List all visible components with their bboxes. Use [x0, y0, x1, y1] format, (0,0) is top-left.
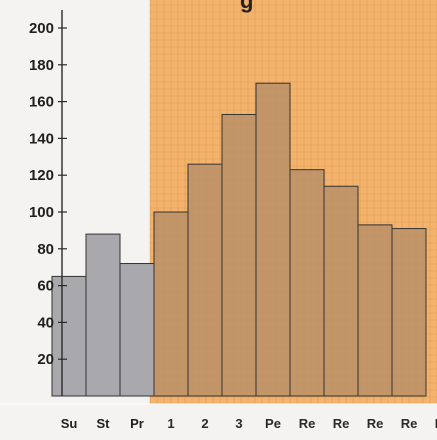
- bar: [153, 211, 189, 397]
- x-tick-label: St: [97, 416, 111, 431]
- bar: [51, 275, 87, 397]
- y-tick-label: 20: [37, 351, 54, 368]
- bar: [289, 169, 325, 397]
- chart-title: g: [240, 0, 253, 13]
- y-tick-label: 160: [29, 94, 54, 111]
- bar: [85, 233, 121, 397]
- x-tick-label: Su: [61, 416, 78, 431]
- bar: [187, 163, 223, 397]
- x-tick-label: 2: [201, 416, 208, 431]
- y-tick-label: 200: [29, 20, 54, 37]
- y-tick-label: 80: [37, 241, 54, 258]
- bar: [391, 228, 427, 397]
- y-tick-label: 40: [37, 314, 54, 331]
- x-tick-label: Pr: [130, 416, 144, 431]
- x-tick-label: Re: [435, 416, 437, 431]
- x-tick-label: Re: [401, 416, 418, 431]
- y-tick-label: 120: [29, 167, 54, 184]
- x-tick-label: Pe: [265, 416, 281, 431]
- y-tick-label: 140: [29, 130, 54, 147]
- x-tick-label: 1: [167, 416, 174, 431]
- bar: [357, 224, 393, 397]
- y-tick-label: 100: [29, 204, 54, 221]
- y-tick-label: 180: [29, 57, 54, 74]
- bar: [119, 263, 155, 397]
- bar: [255, 82, 291, 397]
- x-tick-label: 3: [235, 416, 242, 431]
- x-tick-label: Re: [333, 416, 350, 431]
- y-tick-label: 60: [37, 278, 54, 295]
- bar: [323, 185, 359, 397]
- x-tick-label: Re: [299, 416, 316, 431]
- bar: [221, 113, 257, 397]
- x-tick-label: Re: [367, 416, 384, 431]
